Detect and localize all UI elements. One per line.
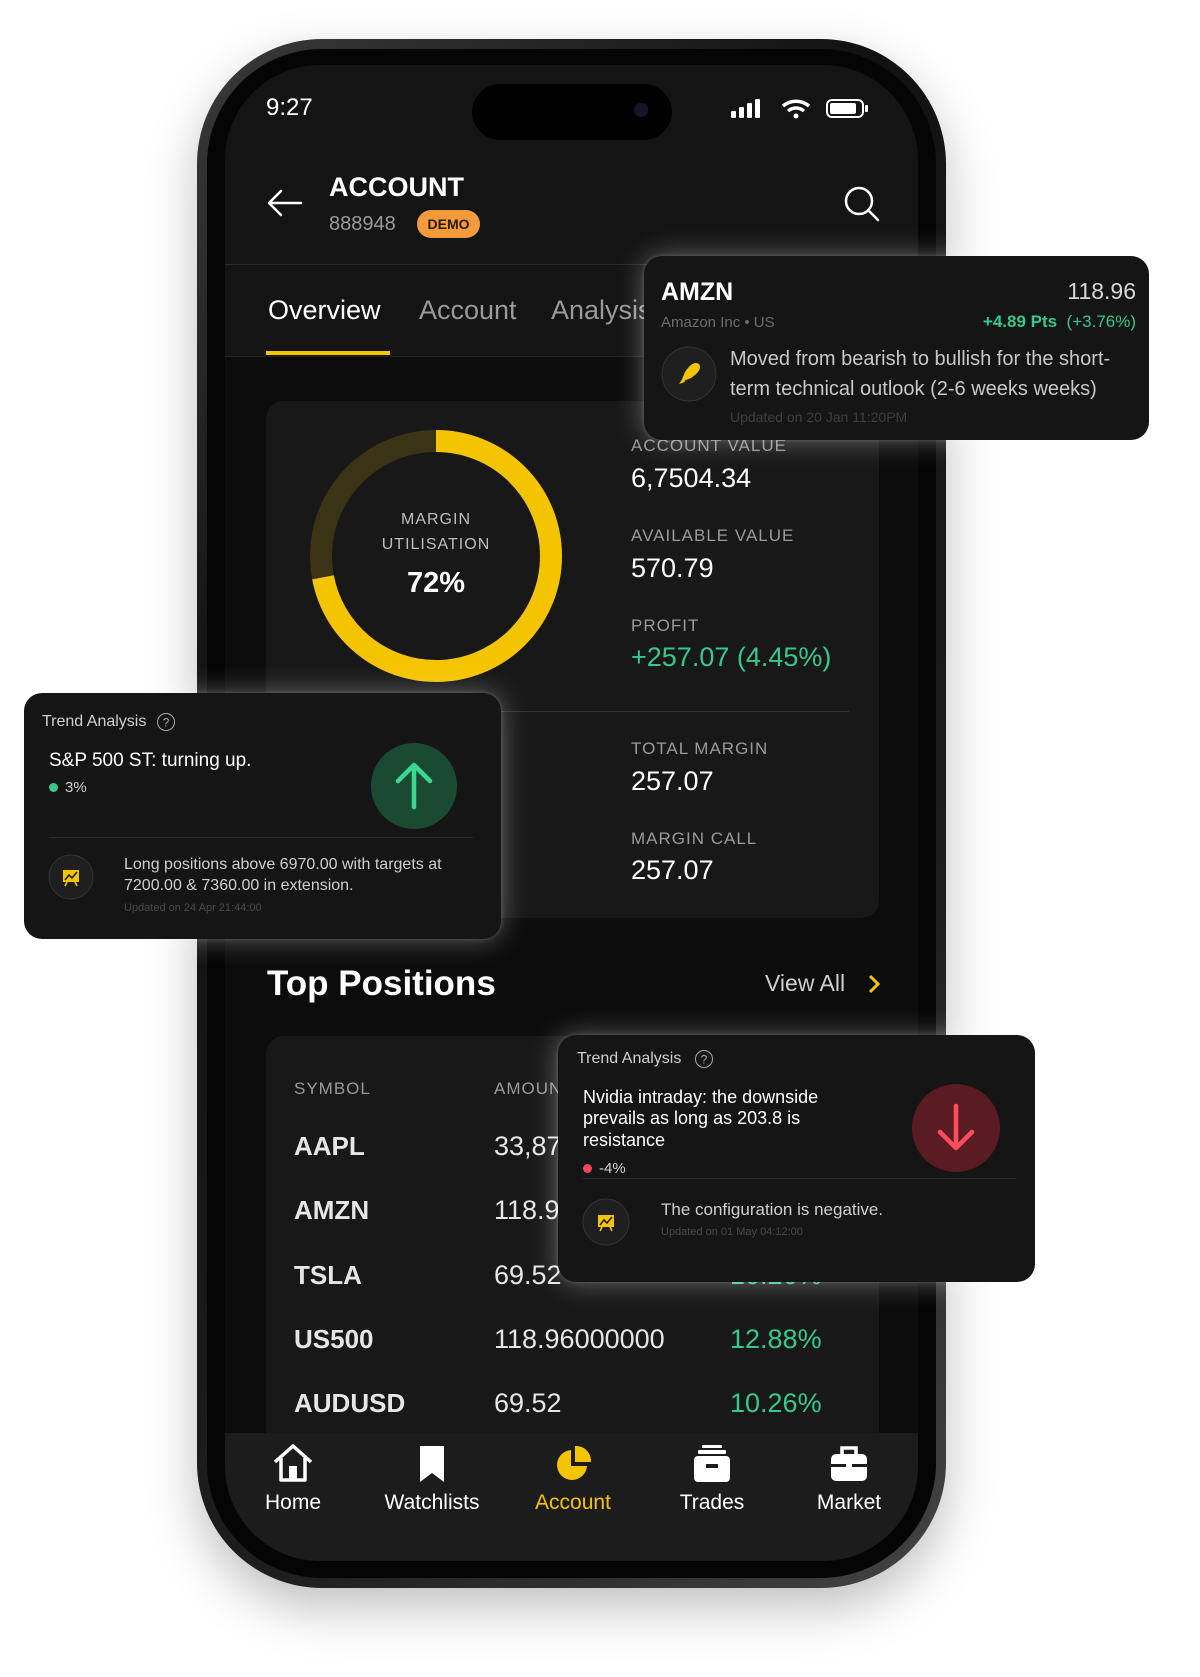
margin-label: UTILISATION <box>381 536 491 553</box>
nav-label[interactable]: Trades <box>679 1491 745 1514</box>
tab[interactable]: Analysis <box>551 295 652 325</box>
account-number: 888948 <box>329 213 396 235</box>
popup-updated: Updated on 24 Apr 21:44:00 <box>124 902 262 914</box>
view-all[interactable]: View All <box>765 970 846 996</box>
popup-symbol: AMZN <box>661 278 734 306</box>
position-symbol: AMZN <box>294 1195 370 1226</box>
popup-heading: Trend Analysis <box>42 713 147 730</box>
margin-label: MARGIN <box>401 511 471 528</box>
svg-text:?: ? <box>163 716 170 730</box>
status-time: 9:27 <box>266 94 313 121</box>
back-button[interactable] <box>265 188 305 218</box>
search-button[interactable] <box>842 184 882 224</box>
camera <box>634 103 648 117</box>
popup-heading: Trend Analysis <box>577 1050 682 1067</box>
metric-label: ACCOUNT VALUE <box>631 436 787 455</box>
change-points: +4.89 Pts <box>982 312 1058 331</box>
nav-label[interactable]: Account <box>535 1491 611 1514</box>
popup-percent: 3% <box>65 779 87 796</box>
demo-badge: DEMO <box>417 210 480 238</box>
trend-down-icon <box>912 1084 1000 1172</box>
position-symbol: AAPL <box>294 1131 365 1161</box>
popup-title: Nvidia intraday: the downside <box>583 1087 819 1107</box>
status-icons <box>731 99 868 119</box>
metric-value: 257.07 <box>631 855 714 885</box>
metric-value: +257.07 (4.45%) <box>631 642 832 672</box>
nav-label[interactable]: Market <box>816 1491 882 1514</box>
nav-label[interactable]: Home <box>264 1491 322 1514</box>
metric-label: AVAILABLE VALUE <box>631 526 795 545</box>
trend-up-icon <box>371 743 457 829</box>
margin-donut <box>310 430 562 682</box>
position-change: 12.88% <box>730 1323 822 1354</box>
metric-value: 257.07 <box>631 766 714 796</box>
position-amount: 33,87 <box>494 1131 562 1161</box>
popup-percent: -4% <box>599 1160 626 1177</box>
divider <box>266 711 849 712</box>
metric-value: 570.79 <box>631 553 714 583</box>
margin-value: 72% <box>406 567 466 599</box>
popup-price: 118.96 <box>1067 278 1136 304</box>
metric-label: MARGIN CALL <box>631 829 758 848</box>
nav-icon[interactable] <box>271 1442 315 1486</box>
position-amount: 69.52 <box>494 1259 562 1290</box>
trend-dot <box>583 1164 592 1173</box>
help-icon[interactable]: ? <box>694 1049 714 1069</box>
metric-label: TOTAL MARGIN <box>631 739 769 758</box>
chevron <box>868 974 881 994</box>
nav-icon[interactable] <box>690 1442 734 1486</box>
amzn-popup <box>644 256 1149 440</box>
trend-dot <box>49 783 58 792</box>
donut-arc <box>310 430 562 682</box>
popup-message: term technical outlook (2-6 weeks weeks) <box>730 378 1097 400</box>
header-title: ACCOUNT <box>329 172 464 202</box>
popup-change: +4.89 Pts (+3.76%) <box>983 313 1136 330</box>
position-amount: 69.52 <box>494 1388 562 1419</box>
chart-icon <box>582 1198 630 1246</box>
popup-message: Long positions above 6970.00 with target… <box>124 856 442 873</box>
column-header: SYMBOL <box>294 1079 371 1098</box>
popup-updated: Updated on 20 Jan 11:20PM <box>730 409 908 425</box>
popup-message: Moved from bearish to bullish for the sh… <box>730 348 1111 370</box>
rocket-icon <box>661 346 717 402</box>
popup-title: S&P 500 ST: turning up. <box>49 750 252 771</box>
divider <box>225 356 918 357</box>
tab[interactable]: Account <box>419 295 517 325</box>
popup-updated: Updated on 01 May 04:12:00 <box>661 1226 803 1238</box>
divider <box>225 264 918 265</box>
position-change: 10.26% <box>730 1388 822 1419</box>
popup-company: Amazon Inc • US <box>661 314 775 331</box>
position-symbol: TSLA <box>294 1259 362 1290</box>
svg-text:?: ? <box>701 1053 708 1067</box>
nav-icon[interactable] <box>410 1442 454 1486</box>
nav-icon[interactable] <box>827 1442 871 1486</box>
chart-icon <box>48 854 94 900</box>
popup-message: The configuration is negative. <box>661 1200 884 1219</box>
metric-value: 6,7504.34 <box>631 463 752 493</box>
popup-message: 7200.00 & 7360.00 in extension. <box>124 877 354 894</box>
popup-title: resistance <box>583 1130 666 1150</box>
nav-label[interactable]: Watchlists <box>384 1491 480 1514</box>
nav-icon[interactable] <box>551 1442 595 1486</box>
column-header: AMOUNT <box>494 1079 574 1098</box>
divider <box>583 1178 1016 1179</box>
position-amount: 118.96000000 <box>494 1323 665 1354</box>
position-symbol: US500 <box>294 1323 374 1354</box>
change-percent: (+3.76%) <box>1066 312 1136 331</box>
divider <box>49 837 473 838</box>
popup-title: prevails as long as 203.8 is <box>583 1108 801 1128</box>
position-symbol: AUDUSD <box>294 1388 406 1419</box>
help-icon[interactable]: ? <box>156 712 176 732</box>
metric-label: PROFIT <box>631 616 700 635</box>
bottom-nav <box>225 1433 918 1561</box>
tab[interactable]: Overview <box>268 295 381 325</box>
section-title: Top Positions <box>267 964 496 1003</box>
tab-indicator <box>266 351 390 355</box>
